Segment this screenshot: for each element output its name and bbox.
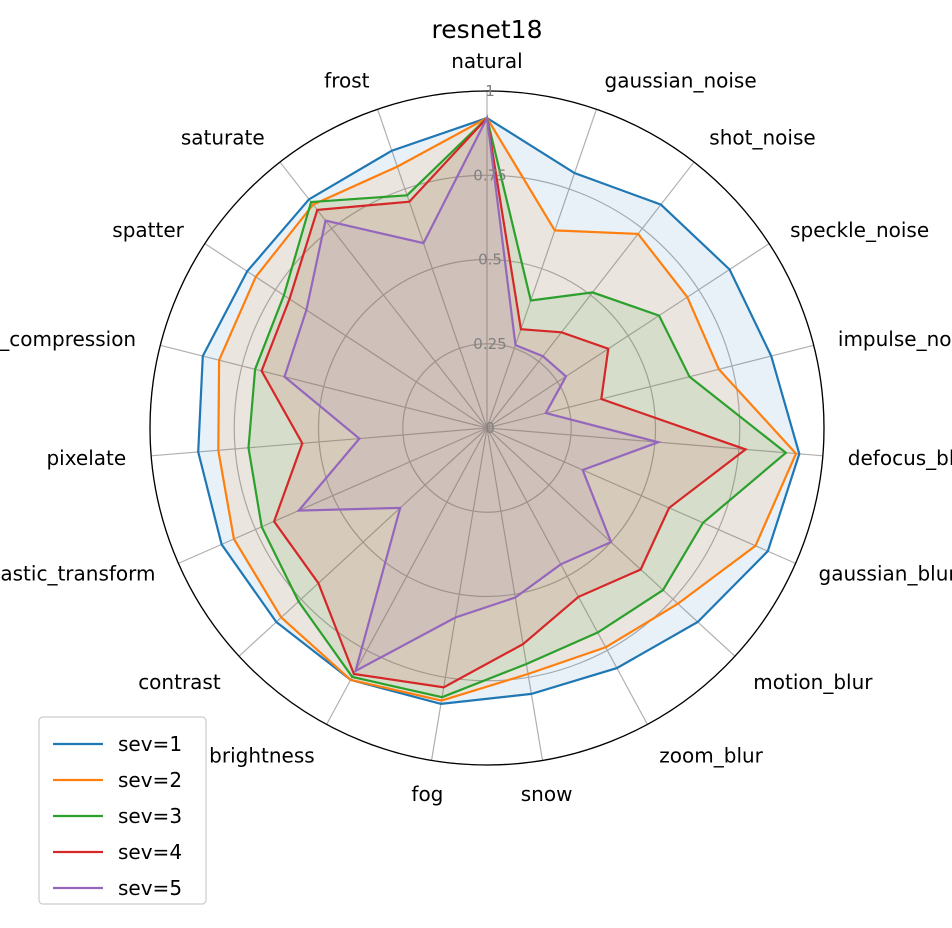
category-label: gaussian_blur — [819, 561, 952, 585]
category-label: snow — [521, 782, 573, 806]
category-label: speckle_noise — [790, 218, 929, 242]
category-label: brightness — [209, 743, 315, 767]
category-label: pixelate — [46, 446, 126, 470]
legend-label-1: sev=1 — [118, 732, 182, 756]
category-label: spatter — [112, 218, 184, 242]
legend-label-2: sev=2 — [118, 768, 182, 792]
chart-title: resnet18 — [432, 15, 543, 44]
radial-tick-label: 0.75 — [473, 166, 506, 184]
category-label: saturate — [181, 125, 265, 149]
legend-label-4: sev=4 — [118, 840, 182, 864]
category-label: natural — [451, 49, 522, 73]
legend: sev=1 sev=2 sev=3 sev=4 sev=5 — [39, 717, 206, 904]
category-label: motion_blur — [753, 670, 873, 694]
category-label: impulse_noise — [838, 327, 952, 351]
radial-tick-label: 0.25 — [473, 335, 506, 353]
category-label: zoom_blur — [659, 743, 763, 767]
category-label: frost — [324, 69, 369, 93]
category-label: defocus_blur — [848, 446, 952, 470]
radial-tick-label: 0 — [485, 419, 495, 437]
category-label: jpeg_compression — [0, 327, 136, 351]
radial-tick-label: 1 — [485, 82, 495, 100]
legend-label-5: sev=5 — [118, 876, 182, 900]
category-label: fog — [411, 782, 443, 806]
category-label: contrast — [138, 670, 221, 694]
radial-tick-label: 0.5 — [478, 251, 502, 269]
category-label: gaussian_noise — [605, 69, 757, 93]
category-label: elastic_transform — [0, 561, 156, 585]
category-label: shot_noise — [709, 125, 815, 149]
legend-label-3: sev=3 — [118, 804, 182, 828]
